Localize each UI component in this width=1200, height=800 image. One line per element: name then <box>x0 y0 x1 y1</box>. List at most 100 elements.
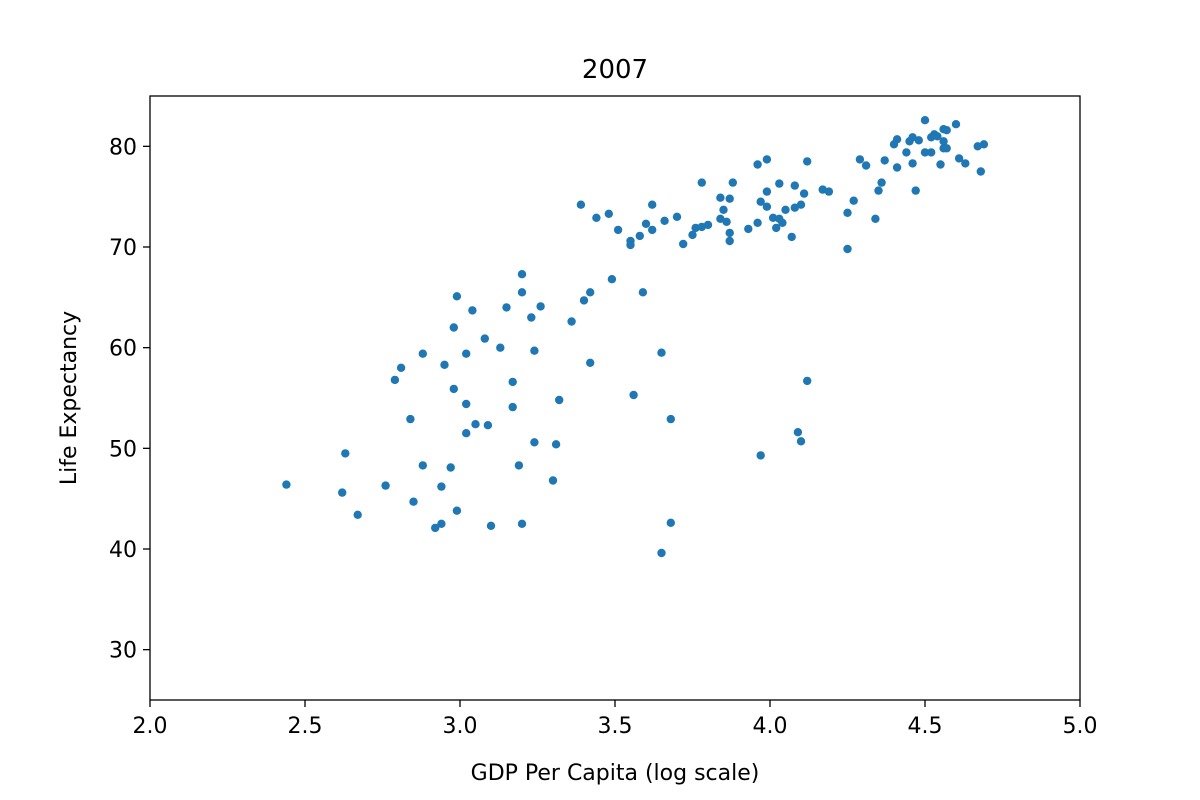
data-point <box>626 240 635 250</box>
data-point <box>502 303 511 312</box>
data-point <box>892 135 902 144</box>
data-point <box>604 209 613 218</box>
data-point <box>920 148 930 157</box>
data-point <box>536 302 545 311</box>
data-point <box>979 140 989 149</box>
data-point <box>942 126 951 135</box>
data-point <box>725 236 734 246</box>
data-point <box>824 187 834 196</box>
data-point <box>452 506 462 515</box>
data-point <box>688 230 697 240</box>
data-point <box>725 194 734 203</box>
data-point <box>753 160 762 169</box>
data-point <box>548 476 558 485</box>
data-point <box>772 223 781 233</box>
data-point <box>666 518 675 527</box>
data-point <box>431 523 440 533</box>
data-point <box>338 488 347 497</box>
data-point <box>790 181 799 190</box>
data-point <box>638 288 648 297</box>
data-point <box>341 449 350 458</box>
data-point <box>437 519 446 528</box>
data-point <box>517 270 527 279</box>
data-point <box>756 197 765 206</box>
data-point <box>892 163 902 172</box>
data-point <box>418 461 427 470</box>
data-point <box>914 136 923 145</box>
data-point <box>781 205 790 214</box>
data-point <box>449 384 458 394</box>
x-tick-label: 3.5 <box>598 714 633 739</box>
x-tick-label: 4.5 <box>908 714 943 739</box>
data-point <box>874 186 883 195</box>
data-point <box>586 288 595 297</box>
data-point <box>954 154 964 163</box>
data-point <box>517 288 527 297</box>
data-point <box>768 213 778 222</box>
y-tick-label: 60 <box>109 337 137 362</box>
data-point <box>648 225 657 235</box>
data-point <box>843 244 852 254</box>
data-point <box>483 421 493 430</box>
x-axis-label: GDP Per Capita (log scale) <box>471 761 760 786</box>
data-point <box>641 219 651 228</box>
data-point <box>843 208 852 217</box>
data-point <box>762 187 772 196</box>
data-point <box>722 217 731 226</box>
data-point <box>976 167 985 176</box>
data-point <box>796 437 806 446</box>
data-point <box>657 548 666 558</box>
data-point <box>648 200 657 209</box>
data-point <box>462 349 471 358</box>
data-point <box>756 451 765 460</box>
data-point <box>555 395 564 405</box>
data-point <box>437 482 446 491</box>
data-point <box>775 179 784 188</box>
x-tick-label: 3.0 <box>443 714 478 739</box>
data-point <box>579 296 589 305</box>
data-point <box>418 349 427 358</box>
data-point <box>877 178 886 187</box>
data-point <box>406 414 415 424</box>
y-axis-label: Life Expectancy <box>57 311 82 485</box>
data-point <box>660 216 669 225</box>
y-tick-label: 30 <box>109 639 137 664</box>
data-point <box>725 228 734 238</box>
data-point <box>514 461 524 470</box>
data-point <box>728 178 737 187</box>
data-point <box>353 510 362 519</box>
data-point <box>672 212 682 221</box>
data-point <box>951 120 961 129</box>
data-point <box>961 159 970 168</box>
y-tick-label: 80 <box>109 135 137 160</box>
data-point <box>927 148 936 157</box>
data-point <box>803 376 812 386</box>
data-point <box>508 402 517 412</box>
data-point <box>607 275 617 284</box>
data-point <box>703 220 713 230</box>
data-points <box>282 116 989 558</box>
data-point <box>679 239 688 249</box>
data-point <box>911 186 920 195</box>
data-point <box>613 225 623 235</box>
data-point <box>462 429 471 438</box>
x-tick-label: 5.0 <box>1063 714 1098 739</box>
data-point <box>762 202 772 211</box>
data-point <box>697 178 706 187</box>
data-point <box>576 200 586 209</box>
data-point <box>787 232 796 242</box>
y-axis-ticks: 30 40 50 60 70 80 <box>109 135 150 664</box>
data-point <box>762 155 772 164</box>
x-tick-label: 2.5 <box>288 714 323 739</box>
data-point <box>855 155 865 164</box>
data-point <box>942 144 951 153</box>
data-point <box>449 323 458 332</box>
chart-title: 2007 <box>582 55 648 85</box>
data-point <box>796 200 806 209</box>
data-point <box>936 160 945 169</box>
data-point <box>586 358 595 367</box>
data-point <box>592 213 601 222</box>
data-point <box>551 440 561 449</box>
data-point <box>496 343 505 352</box>
